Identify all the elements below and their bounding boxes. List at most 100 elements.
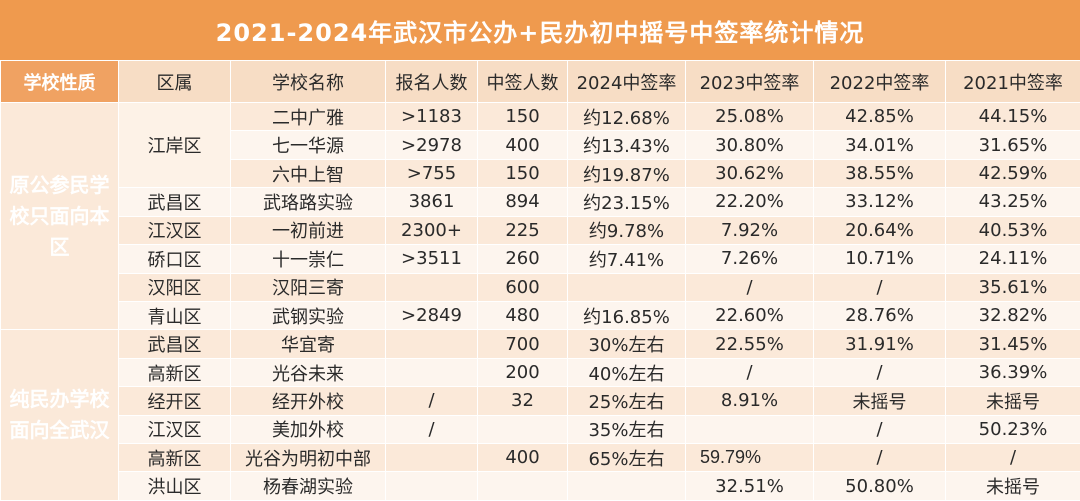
rate-2021-cell: 44.15%: [945, 101, 1080, 132]
rate-2024-cell: 约19.87%: [567, 158, 686, 189]
rate-2024-cell: 约13.43%: [567, 130, 686, 160]
rate-2021-cell: 未摇号: [945, 386, 1080, 416]
district-cell: 青山区: [118, 300, 231, 331]
rate-2023-cell: 7.92%: [685, 215, 814, 246]
admitted-cell: 400: [477, 443, 568, 473]
table-row: 江汉区 一初前进 2300+ 225 约9.78% 7.92% 20.64% 4…: [1, 215, 1080, 246]
school-cell: 经开外校: [230, 386, 386, 416]
school-cell: 六中上智: [230, 158, 386, 189]
school-cell: 华宜寄: [230, 329, 386, 359]
lottery-rate-table: 学校性质 区属 学校名称 报名人数 中签人数 2024中签率 2023中签率 2…: [0, 60, 1080, 501]
rate-2024-cell: 30%左右: [567, 329, 686, 359]
rate-2023-cell: 22.55%: [685, 329, 814, 359]
rate-2022-cell: /: [813, 443, 946, 473]
rate-2022-cell: 38.55%: [813, 158, 946, 189]
table-row: 六中上智 >755 150 约19.87% 30.62% 38.55% 42.5…: [1, 158, 1080, 189]
rate-2021-cell: 31.45%: [945, 329, 1080, 359]
table-row: 汉阳区 汉阳三寄 600 / / 35.61%: [1, 272, 1080, 302]
rate-2024-cell: 35%左右: [567, 414, 686, 445]
rate-2022-cell: 20.64%: [813, 215, 946, 246]
rate-2022-cell: /: [813, 272, 946, 302]
admitted-cell: 225: [477, 215, 568, 246]
applicants-cell: >2849: [385, 300, 478, 331]
school-cell: 一初前进: [230, 215, 386, 246]
table-row: 洪山区 杨春湖实验 32.51% 50.80% 未摇号: [1, 471, 1080, 501]
admitted-cell: 480: [477, 300, 568, 331]
district-cell: 硚口区: [118, 244, 231, 274]
school-cell: 汉阳三寄: [230, 272, 386, 302]
rate-2023-cell: 32.51%: [685, 471, 814, 501]
table-row: 经开区 经开外校 / 32 25%左右 8.91% 未摇号 未摇号: [1, 386, 1080, 416]
table-row: 江汉区 美加外校 / 35%左右 / 50.23%: [1, 414, 1080, 445]
rate-2023-cell: 30.80%: [685, 130, 814, 160]
rate-2021-cell: 32.82%: [945, 300, 1080, 331]
rate-2022-cell: 未摇号: [813, 386, 946, 416]
header-row: 学校性质 区属 学校名称 报名人数 中签人数 2024中签率 2023中签率 2…: [0, 60, 1080, 103]
rate-2021-cell: 43.25%: [945, 187, 1080, 217]
rate-2021-cell: 42.59%: [945, 158, 1080, 189]
school-cell: 十一崇仁: [230, 244, 386, 274]
admitted-cell: 894: [477, 187, 568, 217]
rate-2022-cell: /: [813, 414, 946, 445]
table-row: 武昌区 武珞路实验 3861 894 约23.15% 22.20% 33.12%…: [1, 187, 1080, 217]
header-2023-rate: 2023中签率: [685, 60, 814, 103]
applicants-cell: /: [385, 414, 478, 445]
rate-2024-cell: 约7.41%: [567, 244, 686, 274]
rate-2022-cell: 42.85%: [813, 101, 946, 132]
rate-2024-cell: 约23.15%: [567, 187, 686, 217]
table-row: 青山区 武钢实验 >2849 480 约16.85% 22.60% 28.76%…: [1, 300, 1080, 331]
rate-2021-cell: 24.11%: [945, 244, 1080, 274]
rate-2022-cell: /: [813, 357, 946, 388]
district-cell: 江岸区: [118, 101, 231, 189]
school-cell: 美加外校: [230, 414, 386, 445]
applicants-cell: >1183: [385, 101, 478, 132]
district-cell: 洪山区: [118, 471, 231, 501]
rate-2022-cell: 33.12%: [813, 187, 946, 217]
rate-2023-cell: 8.91%: [685, 386, 814, 416]
rate-2021-cell: 未摇号: [945, 471, 1080, 501]
rate-2023-cell: 7.26%: [685, 244, 814, 274]
district-cell: 江汉区: [118, 414, 231, 445]
applicants-cell: [385, 272, 478, 302]
rate-2023-cell: 25.08%: [685, 101, 814, 132]
applicants-cell: >3511: [385, 244, 478, 274]
admitted-cell: 200: [477, 357, 568, 388]
school-cell: 二中广雅: [230, 101, 386, 132]
rate-2024-cell: 40%左右: [567, 357, 686, 388]
school-cell: 杨春湖实验: [230, 471, 386, 501]
rate-2021-cell: 31.65%: [945, 130, 1080, 160]
header-nature: 学校性质: [0, 60, 119, 103]
rate-2024-cell: [567, 471, 686, 501]
district-cell: 经开区: [118, 386, 231, 416]
admitted-cell: 400: [477, 130, 568, 160]
rate-2023-cell: /: [685, 272, 814, 302]
rate-2021-cell: 40.53%: [945, 215, 1080, 246]
district-cell: 江汉区: [118, 215, 231, 246]
page-title: 2021-2024年武汉市公办+民办初中摇号中签率统计情况: [0, 0, 1080, 60]
admitted-cell: [477, 414, 568, 445]
school-cell: 武珞路实验: [230, 187, 386, 217]
rate-2022-cell: 34.01%: [813, 130, 946, 160]
rate-2021-cell: 36.39%: [945, 357, 1080, 388]
admitted-cell: 150: [477, 101, 568, 132]
rate-2024-cell: 约12.68%: [567, 101, 686, 132]
district-cell: 高新区: [118, 443, 231, 473]
rate-2024-cell: [567, 272, 686, 302]
rate-2022-cell: 50.80%: [813, 471, 946, 501]
school-cell: 光谷为明初中部: [230, 443, 386, 473]
district-cell: 高新区: [118, 357, 231, 388]
district-cell: 武昌区: [118, 329, 231, 359]
applicants-cell: >2978: [385, 130, 478, 160]
table-row: 高新区 光谷未来 200 40%左右 / / 36.39%: [1, 357, 1080, 388]
header-district: 区属: [118, 60, 231, 103]
rate-2023-cell: /: [685, 357, 814, 388]
header-2024-rate: 2024中签率: [567, 60, 686, 103]
rate-2021-cell: /: [945, 443, 1080, 473]
header-2022-rate: 2022中签率: [813, 60, 946, 103]
table-row: 纯民办学校面向全武汉 武昌区 华宜寄 700 30%左右 22.55% 31.9…: [0, 329, 1080, 501]
rate-2024-cell: 65%左右: [567, 443, 686, 473]
table-row: 原公参民学校只面向本区 江岸区 二中广雅 >1183 150 约12.68% 2…: [0, 101, 1080, 331]
school-cell: 光谷未来: [230, 357, 386, 388]
applicants-cell: [385, 471, 478, 501]
header-admitted: 中签人数: [477, 60, 568, 103]
